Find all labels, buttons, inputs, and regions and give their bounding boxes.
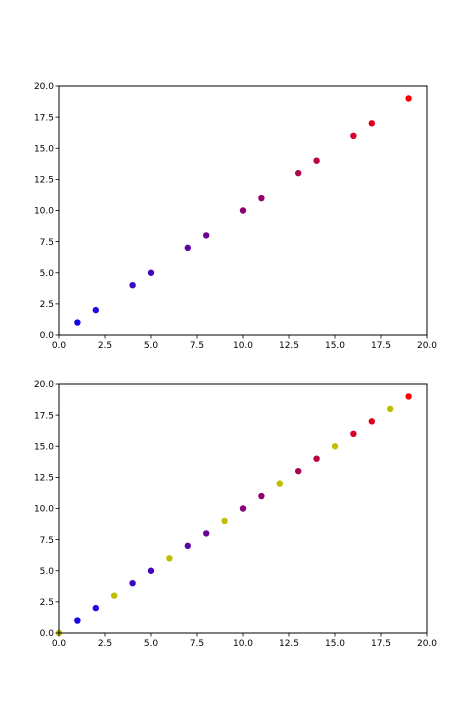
chart-0-series-0-point-4 [184,244,191,252]
chart-1-series-0-point-2 [129,580,136,587]
chart-0-x-tick-label-1: 2.5 [98,341,112,351]
chart-1-series-1-point-5 [331,443,339,450]
chart-0-y-tick-label-2: 5.0 [40,269,55,279]
chart-1-x-tick-label-6: 15.0 [325,639,345,649]
chart-1-series-0-point-8 [295,467,302,475]
chart-1-series-0-point-10 [350,430,357,437]
chart-1-x-tick-label-7: 17.5 [371,639,391,649]
top-scatter-plot: 0.0 2.5 5.0 7.5 10.0 12.5 15.0 17.5 20.0 0.0 2.5 5.… [34,82,437,351]
chart-1-y-tick-label-1: 2.5 [40,598,54,608]
chart-1-x-tick-label-2: 5.0 [144,639,159,649]
chart-0-series-0-point-5 [203,232,210,239]
chart-1-series-1-point-3 [221,517,228,525]
chart-0-series-0-point-10 [350,132,357,139]
chart-0-x-tick-label-2: 5.0 [144,341,159,351]
chart-1-x-tick-label-1: 2.5 [98,639,112,649]
chart-0-x-tick-label-7: 17.5 [371,341,391,351]
chart-0-x-tick-label-6: 15.0 [325,341,345,351]
chart-1-series-0-point-0 [74,617,81,624]
chart-0-series-0-point-2 [129,282,136,289]
chart-0-series-0-point-12 [405,95,412,102]
chart-1-series-1-point-2 [166,555,173,562]
chart-0-x-tick-label-0: 0.0 [52,341,67,351]
chart-1-series-0-point-7 [258,492,265,500]
chart-0-x-tick-label-3: 7.5 [190,341,204,351]
chart-1-series-0-point-12 [405,393,412,400]
chart-1-series-1-point-1 [111,592,118,599]
chart-1-series-1-point-6 [387,405,394,413]
chart-0-series-0-point-11 [368,120,375,127]
chart-1-series-0-point-6 [239,505,247,512]
chart-0-series-0-point-1 [92,306,100,314]
chart-1-y-tick-label-4: 10.0 [34,505,54,515]
chart-1-y-tick-label-6: 15.0 [34,442,54,452]
chart-1-y-tick-label-8: 20.0 [34,380,54,390]
chart-1-x-tick-label-0: 0.0 [52,639,67,649]
chart-0-y-tick-label-4: 10.0 [34,207,54,217]
chart-0-series-0-point-0 [74,319,81,326]
chart-0-series-0-point-9 [313,157,320,164]
chart-0-y-tick-label-3: 7.5 [40,238,54,248]
chart-1-series-0-point-9 [313,455,320,462]
chart-0-x-tick-label-4: 10.0 [233,341,253,351]
chart-1-y-tick-label-2: 5.0 [40,567,55,577]
chart-0-series-0-point-6 [239,207,247,214]
chart-1-series-0-point-11 [368,418,375,425]
chart-0-y-tick-label-5: 12.5 [34,176,54,186]
chart-0-series-0-point-8 [295,169,302,177]
chart-1-series-0-point-1 [92,604,100,612]
chart-0-series-0-point-7 [258,194,265,202]
chart-1-series-0-point-3 [147,567,155,574]
chart-0-y-tick-label-7: 17.5 [34,113,54,123]
chart-0-x-tick-label-5: 12.5 [279,341,299,351]
chart-1-series-0-point-4 [184,542,191,550]
chart-0-y-tick-label-1: 2.5 [40,300,54,310]
chart-0-x-tick-label-8: 20.0 [417,341,437,351]
chart-1-x-tick-label-8: 20.0 [417,639,437,649]
chart-1-y-tick-label-5: 12.5 [34,474,54,484]
chart-0-y-tick-label-8: 20.0 [34,82,54,92]
chart-1-y-tick-label-7: 17.5 [34,411,54,421]
chart-1-series-0-point-5 [203,530,210,537]
chart-1-y-tick-label-3: 7.5 [40,536,54,546]
chart-1-x-tick-label-5: 12.5 [279,639,299,649]
chart-1-x-tick-label-4: 10.0 [233,639,253,649]
bottom-scatter-plot: 0.0 2.5 5.0 7.5 10.0 12.5 15.0 17.5 20.0 0.0 2.5 5.… [34,380,437,649]
chart-0-y-tick-label-6: 15.0 [34,144,54,154]
chart-1-series-1-point-4 [276,480,283,487]
chart-0-series-0-point-3 [147,269,155,276]
chart-0-y-tick-label-0: 0.0 [40,331,55,341]
chart-1-y-tick-label-0: 0.0 [40,629,55,639]
chart-1-x-tick-label-3: 7.5 [190,639,204,649]
